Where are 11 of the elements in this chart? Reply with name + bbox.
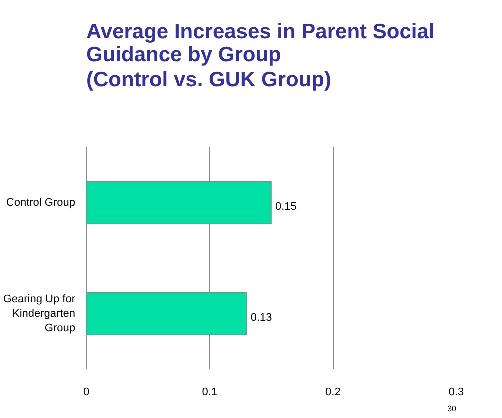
chart-title: Average Increases in Parent Social Guidance by Group xyxy=(86,20,435,66)
x-tick-label: 0.2 xyxy=(326,386,341,398)
x-tick-label: 0.3 xyxy=(448,386,464,398)
text: 30 xyxy=(448,404,458,414)
y-tick-label: Control Group xyxy=(6,197,76,209)
data-label: 0.13 xyxy=(250,312,272,324)
chart-subtitle: (Control vs. GUK Group) xyxy=(86,68,332,92)
x-tick-label: 0.1 xyxy=(202,386,218,398)
x-tick-label: 0 xyxy=(83,386,90,398)
y-tick-label: Gearing Up for Kindergarten Group xyxy=(3,294,76,334)
data-label: 0.15 xyxy=(276,201,297,213)
